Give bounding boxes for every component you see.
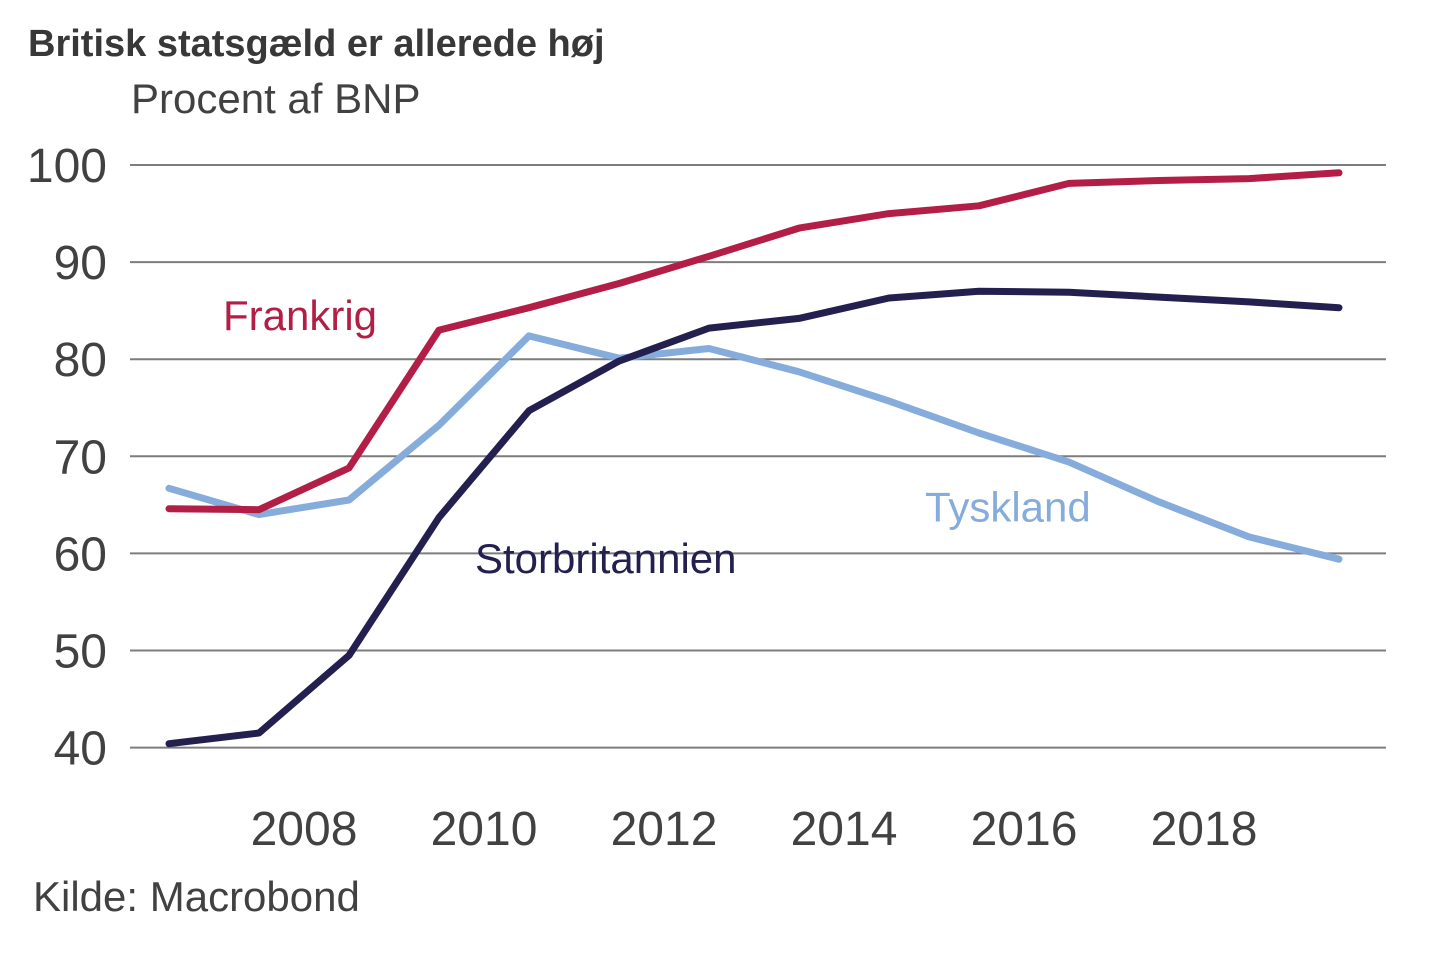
y-tick-label: 40: [54, 723, 107, 776]
y-tick-label: 100: [27, 140, 107, 193]
x-tick-label: 2014: [791, 803, 898, 856]
chart-subtitle: Procent af BNP: [131, 75, 421, 122]
y-tick-label: 90: [54, 237, 107, 290]
series-line-frankrig: [165, 169, 1343, 514]
x-tick-label: 2008: [251, 803, 358, 856]
x-tick-label: 2012: [611, 803, 718, 856]
y-tick-label: 70: [54, 431, 107, 484]
series-label-storbritannien: Storbritannien: [475, 535, 737, 582]
x-tick-label: 2016: [971, 803, 1078, 856]
series-line-storbritannien: [165, 287, 1343, 748]
y-tick-label: 50: [54, 626, 107, 679]
x-tick-label: 2018: [1151, 803, 1258, 856]
x-tick-label: 2010: [431, 803, 538, 856]
chart-title: Britisk statsgæld er allerede høj: [28, 23, 605, 65]
series-label-tyskland: Tyskland: [925, 483, 1091, 530]
y-tick-label: 80: [54, 334, 107, 387]
y-tick-label: 60: [54, 528, 107, 581]
series-line-tyskland: [165, 332, 1343, 563]
source-note: Kilde: Macrobond: [33, 873, 360, 920]
series-label-frankrig: Frankrig: [223, 292, 377, 339]
